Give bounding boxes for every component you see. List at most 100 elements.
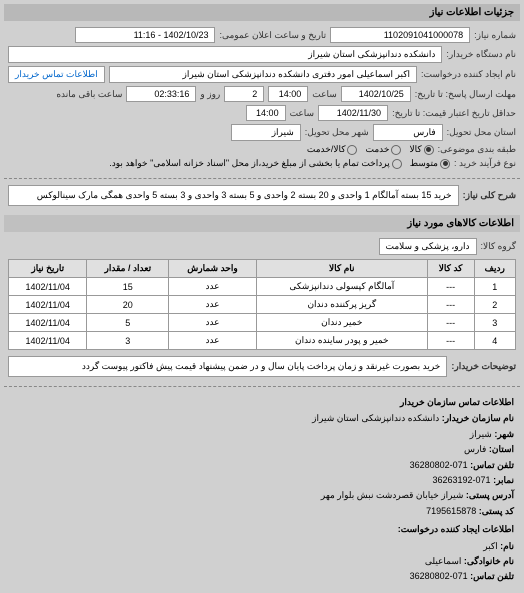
buyer-note-label: توضیحات خریدار: [451,361,516,372]
table-cell: 15 [87,278,169,296]
table-cell: 1 [474,278,515,296]
goods-section: گروه کالا: دارو، پزشکی و سلامت ردیف کد ک… [4,236,520,382]
radio-medium-label: متوسط [410,158,438,169]
table-row: 1---آمالگام کپسولی دندانپزشکیعدد151402/1… [9,278,516,296]
table-cell: خمیر و پودر ساینده دندان [256,332,427,350]
table-cell: --- [427,278,474,296]
desc-section: شرح کلی نیاز: خرید 15 بسته آمالگام 1 واح… [4,183,520,211]
min-validity-time: 14:00 [246,105,286,121]
req-phone-label: تلفن تماس: [470,571,514,581]
org-name-label: نام سازمان خریدار: [442,413,514,423]
table-cell: 1402/11/04 [9,278,87,296]
postal-code: 7195615878 [426,506,476,516]
table-cell: --- [427,314,474,332]
group-value: دارو، پزشکی و سلامت [379,238,477,255]
table-cell: 1402/11/04 [9,332,87,350]
th-qty: تعداد / مقدار [87,260,169,278]
th-code: کد کالا [427,260,474,278]
package-label: طبقه بندی موضوعی: [438,144,516,155]
radio-service[interactable] [391,145,401,155]
table-cell: عدد [169,332,257,350]
city-label: شهر: [494,429,514,439]
requester-title: اطلاعات ایجاد کننده درخواست: [10,522,514,536]
remaining-days-label: روز و [200,89,220,100]
buyer-note: خرید بصورت غیرنقد و زمان پرداخت پایان سا… [8,356,447,377]
req-surname: اسماعیلی [425,556,462,566]
table-cell: 1402/11/04 [9,314,87,332]
fax-label: نمابر: [493,475,514,485]
buyer-org-label: نام دستگاه خریدار: [446,49,516,60]
deadline-time: 14:00 [268,86,308,102]
table-cell: گریز پرکننده دندان [256,296,427,314]
separator [4,178,520,179]
requester-label: نام ایجاد کننده درخواست: [421,69,516,80]
time-label-2: ساعت [290,108,315,119]
time-label-1: ساعت [312,89,337,100]
buyer-org-value: دانشکده دندانپزشکی استان شیراز [8,46,442,63]
radio-medium[interactable] [440,159,450,169]
number-label: شماره نیاز: [474,30,516,41]
table-cell: 2 [474,296,515,314]
contact-link[interactable]: اطلاعات تماس خریدار [8,66,105,83]
postal-code-label: کد پستی: [479,506,514,516]
process-label: نوع فرآیند خرید : [454,158,516,169]
contact-title: اطلاعات تماس سازمان خریدار [10,395,514,409]
req-surname-label: نام خانوادگی: [464,556,514,566]
deadline-date: 1402/10/25 [341,86,411,102]
fax: 071-36263192 [432,475,490,485]
main-desc-label: شرح کلی نیاز: [463,190,516,201]
th-name: نام کالا [256,260,427,278]
radio-goods-label: کالا [409,144,421,155]
group-label: گروه کالا: [481,241,516,252]
remaining-time: 02:33:16 [126,86,196,102]
radio-treasury[interactable] [392,159,402,169]
province: فارس [464,444,486,454]
radio-both-label: کالا/خدمت [307,144,346,155]
min-validity-date: 1402/11/30 [318,105,388,121]
table-cell: 3 [474,314,515,332]
radio-treasury-label: پرداخت تمام یا بخشی از مبلغ خرید،از محل … [109,158,389,169]
radio-service-label: خدمت [365,144,389,155]
th-unit: واحد شمارش [169,260,257,278]
phone-label: تلفن تماس: [470,460,514,470]
package-radio-group: کالا خدمت کالا/خدمت [307,144,434,155]
table-cell: --- [427,332,474,350]
remaining-end-label: ساعت باقی مانده [56,89,122,100]
req-name: اکبر [483,541,497,551]
table-row: 4---خمیر و پودر ساینده دندانعدد31402/11/… [9,332,516,350]
org-name: دانشکده دندانپزشکی استان شیراز [312,413,439,423]
postal-addr: شیراز خیابان قصردشت نبش بلوار مهر [321,490,464,500]
th-row: ردیف [474,260,515,278]
number-value: 1102091041000078 [330,27,470,43]
province-label: استان: [489,444,514,454]
phone: 071-36280802 [410,460,468,470]
separator-2 [4,386,520,387]
announce-value: 1402/10/23 - 11:16 [75,27,215,43]
table-header-row: ردیف کد کالا نام کالا واحد شمارش تعداد /… [9,260,516,278]
min-validity-label: حداقل تاریخ اعتبار قیمت: تا تاریخ: [392,108,516,119]
delivery-province: فارس [373,124,443,141]
table-row: 2---گریز پرکننده دندانعدد201402/11/04 [9,296,516,314]
city: شیراز [470,429,492,439]
delivery-province-label: استان محل تحویل: [447,127,516,138]
table-cell: آمالگام کپسولی دندانپزشکی [256,278,427,296]
deadline-label: مهلت ارسال پاسخ: تا تاریخ: [415,89,516,100]
remaining-days: 2 [224,86,264,102]
postal-addr-label: آدرس پستی: [466,490,514,500]
goods-table: ردیف کد کالا نام کالا واحد شمارش تعداد /… [8,259,516,350]
table-cell: 3 [87,332,169,350]
radio-both[interactable] [347,145,357,155]
goods-section-title: اطلاعات کالاهای مورد نیاز [4,215,520,232]
delivery-city-label: شهر محل تحویل: [305,127,369,138]
table-cell: عدد [169,278,257,296]
table-cell: عدد [169,314,257,332]
announce-label: تاریخ و ساعت اعلان عمومی: [219,30,326,41]
table-cell: 1402/11/04 [9,296,87,314]
table-cell: 20 [87,296,169,314]
table-row: 3---خمیر دندانعدد51402/11/04 [9,314,516,332]
table-cell: --- [427,296,474,314]
form-section: شماره نیاز: 1102091041000078 تاریخ و ساع… [4,25,520,174]
table-cell: 4 [474,332,515,350]
radio-goods[interactable] [424,145,434,155]
contact-section: اطلاعات تماس سازمان خریدار نام سازمان خر… [4,391,520,589]
